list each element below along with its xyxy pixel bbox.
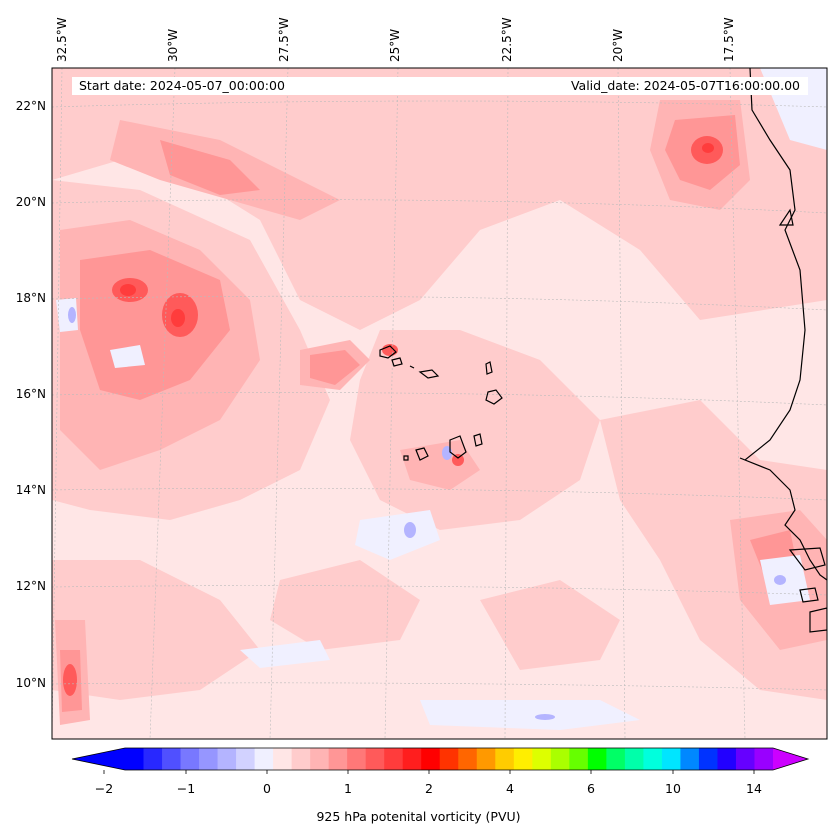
lon-label-17-5w: 17.5°W <box>722 17 736 62</box>
colorbar-segment <box>254 748 274 770</box>
colorbar-tick-label: 14 <box>746 781 762 796</box>
colorbar-outline <box>71 747 810 771</box>
colorbar-tick-label: 4 <box>506 781 514 796</box>
colorbar-segment <box>384 748 404 770</box>
field-peak-core <box>120 143 714 327</box>
lat-label-16n: 16°N <box>15 387 46 401</box>
colorbar-segment <box>754 748 774 770</box>
colorbar-segment <box>587 748 607 770</box>
lat-label-12n: 12°N <box>15 579 46 593</box>
valid-date-label: Valid_date: 2024-05-07T16:00:00.00 <box>570 78 800 93</box>
lon-label-27-5w: 27.5°W <box>277 17 291 62</box>
lon-label-25w: 25°W <box>388 28 402 62</box>
colorbar-segment <box>495 748 515 770</box>
colorbar-segment <box>624 748 644 770</box>
colorbar-label: 925 hPa potenital vorticity (PVU) <box>316 809 521 824</box>
colorbar-tick-label: 0 <box>263 781 271 796</box>
colorbar-segment <box>199 748 219 770</box>
colorbar-segment <box>328 748 348 770</box>
africa-coast <box>739 68 827 581</box>
lon-label-22-5w: 22.5°W <box>500 17 514 62</box>
colorbar-tick-label: 2 <box>425 781 433 796</box>
lat-label-14n: 14°N <box>15 483 46 497</box>
colorbar-under-arrow <box>72 748 125 770</box>
colorbar <box>71 747 810 774</box>
graticule <box>52 68 827 739</box>
colorbar-segment <box>162 748 182 770</box>
lat-label-18n: 18°N <box>15 291 46 305</box>
colorbar-tick-label: 6 <box>587 781 595 796</box>
colorbar-segment <box>291 748 311 770</box>
lon-label-20w: 20°W <box>611 28 625 62</box>
lon-label-30w: 30°W <box>166 28 180 62</box>
lat-label-22n: 22°N <box>15 99 46 113</box>
colorbar-segment <box>458 748 478 770</box>
lat-label-20n: 20°N <box>15 195 46 209</box>
colorbar-segment <box>698 748 719 770</box>
colorbar-segment <box>143 748 163 770</box>
colorbar-tick-label: −2 <box>94 781 114 796</box>
map-frame <box>51 67 828 740</box>
colorbar-segment <box>513 748 533 770</box>
lon-label-32-5w: 32.5°W <box>55 17 69 62</box>
colorbar-segment <box>347 748 367 770</box>
colorbar-segment <box>236 748 256 770</box>
coastlines <box>739 68 827 633</box>
colorbar-over-arrow <box>773 748 808 770</box>
info-bar: Start date: 2024-05-07_00:00:00 Valid_da… <box>72 77 808 95</box>
colorbar-segment <box>180 748 200 770</box>
colorbar-segment <box>402 748 422 770</box>
colorbar-segment <box>550 748 570 770</box>
colorbar-segment <box>735 748 756 770</box>
colorbar-segment <box>310 748 330 770</box>
cape-verde-islands <box>379 345 503 461</box>
colorbar-segment <box>439 748 459 770</box>
colorbar-segment <box>273 748 293 770</box>
colorbar-segment <box>476 748 496 770</box>
colorbar-segment <box>569 748 589 770</box>
colorbar-segment <box>125 748 145 770</box>
colorbar-segment <box>365 748 385 770</box>
colorbar-segment <box>421 748 441 770</box>
colorbar-segment <box>606 748 626 770</box>
colorbar-segment <box>532 748 552 770</box>
colorbar-tick-label: 10 <box>665 781 681 796</box>
colorbar-segment <box>717 748 737 770</box>
colorbar-tick-label: −1 <box>176 781 196 796</box>
start-date-label: Start date: 2024-05-07_00:00:00 <box>79 78 285 93</box>
lat-label-10n: 10°N <box>15 676 46 690</box>
colorbar-segment <box>680 748 700 770</box>
colorbar-segment <box>661 748 682 770</box>
colorbar-tick-label: 1 <box>344 781 352 796</box>
colorbar-segment <box>643 748 663 770</box>
colorbar-segment <box>217 748 237 770</box>
